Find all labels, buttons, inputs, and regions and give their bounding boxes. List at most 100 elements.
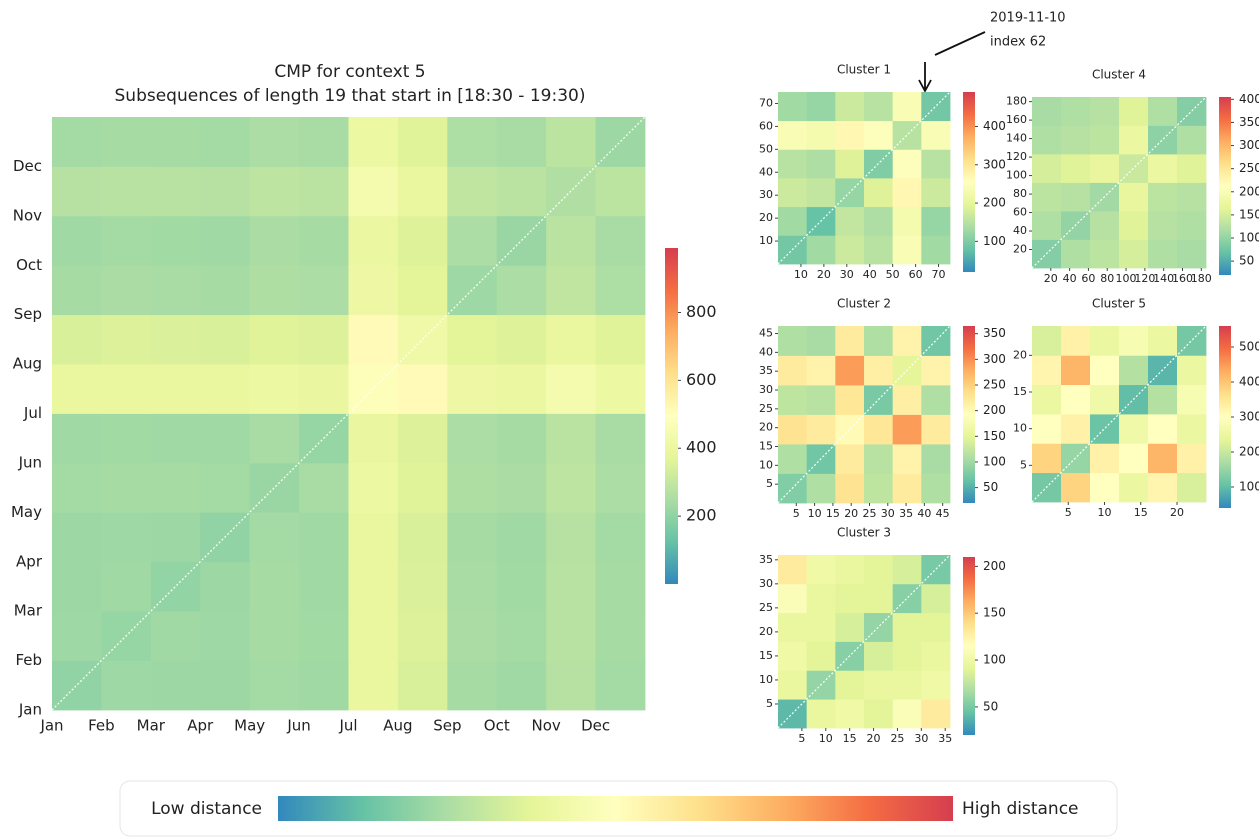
colorbar-tick-label: 150 — [1239, 207, 1259, 221]
y-tick-label: 25 — [759, 601, 773, 614]
heatmap-cell — [892, 92, 922, 122]
heatmap-cell — [1090, 211, 1120, 240]
heatmap-cell — [447, 660, 498, 711]
y-tick-label: 45 — [759, 327, 773, 340]
colorbar-tick-label: 300 — [983, 157, 1006, 171]
x-tick-label: 10 — [819, 732, 833, 745]
y-tick-label: 40 — [1013, 224, 1027, 237]
x-tick-label: Oct — [484, 717, 510, 735]
heatmap-cell — [835, 444, 865, 474]
colorbar-tick-label: 150 — [983, 429, 1006, 443]
heatmap-cell — [778, 355, 808, 386]
heatmap-cell — [150, 215, 201, 266]
heatmap-cell — [1148, 472, 1178, 503]
heatmap-cell — [806, 385, 836, 415]
colorbar — [665, 248, 678, 584]
heatmap-cell — [778, 120, 808, 150]
y-tick-label: 15 — [759, 649, 773, 662]
heatmap-cell — [864, 473, 894, 504]
colorbar-tick-label: 300 — [1239, 138, 1259, 152]
x-tick-label: 20 — [1044, 272, 1058, 285]
diagonal — [777, 325, 951, 504]
x-tick-label: Mar — [137, 717, 166, 735]
x-tick-label: 25 — [890, 732, 904, 745]
colorbar-tick-label: 800 — [686, 302, 717, 321]
annotation-arrow — [918, 31, 986, 93]
heatmap-cell — [200, 462, 251, 513]
chart-title: Cluster 2 — [837, 297, 891, 311]
y-tick-label: 35 — [759, 364, 773, 377]
y-tick-label: 120 — [1006, 150, 1027, 163]
heatmap-cell — [806, 235, 836, 265]
heatmap-cell — [150, 512, 201, 563]
heatmap-cell — [806, 355, 836, 386]
heatmap-cell — [101, 462, 152, 513]
heatmap-cell — [1148, 154, 1178, 183]
y-tick-label: 5 — [766, 697, 773, 710]
heatmap-cell — [397, 660, 448, 711]
heatmap-cell — [835, 670, 865, 700]
heatmap-cell — [52, 611, 102, 661]
heatmap-cell — [806, 699, 836, 729]
heatmap-cell — [397, 364, 448, 414]
heatmap-cell — [864, 414, 894, 445]
y-tick-label: Feb — [15, 651, 42, 669]
heatmap-cell — [835, 326, 865, 356]
heatmap-cell — [778, 206, 808, 236]
x-tick-label: 30 — [881, 507, 895, 520]
heatmap-cell — [1032, 211, 1062, 240]
heatmap-cell — [595, 265, 646, 316]
legend-high: High distance — [962, 799, 1079, 819]
heatmap-cell — [447, 166, 498, 217]
x-tick-label: 140 — [1153, 272, 1174, 285]
heatmap-cell — [835, 355, 865, 386]
legend-gradient — [278, 796, 953, 821]
colorbar-tick-label: 500 — [1239, 340, 1259, 354]
heatmap-cell — [1177, 384, 1207, 415]
heatmap-cell — [101, 215, 152, 266]
heatmap-cell — [546, 117, 596, 167]
heatmap-cell — [101, 512, 152, 563]
heatmap-cell — [1119, 326, 1149, 356]
colorbar-tick-label: 400 — [1239, 92, 1259, 106]
y-tick-label: Jul — [23, 404, 42, 422]
heatmap-cell — [864, 699, 894, 729]
chart-title: Cluster 1 — [837, 63, 891, 77]
y-tick-label: 160 — [1006, 113, 1027, 126]
heatmap-cell — [496, 561, 547, 612]
heatmap-cell — [1061, 239, 1091, 269]
x-tick-label: 160 — [1172, 272, 1193, 285]
heatmap-cell — [397, 265, 448, 316]
heatmap-cell — [806, 326, 836, 356]
y-tick-label: 140 — [1006, 132, 1027, 145]
heatmap-cell — [397, 166, 448, 217]
y-tick-label: 40 — [759, 345, 773, 358]
heatmap-cell — [150, 611, 201, 661]
heatmap-cell — [595, 364, 646, 414]
heatmap-cell — [1119, 472, 1149, 503]
heatmap-cell — [778, 612, 808, 642]
x-tick-label: 10 — [794, 268, 808, 281]
chart-subtitle: Subsequences of length 19 that start in … — [115, 86, 586, 106]
heatmap-cell — [1061, 472, 1091, 503]
heatmap-cell — [921, 612, 951, 642]
x-tick-label: 25 — [862, 507, 876, 520]
x-tick-label: 5 — [798, 732, 805, 745]
heatmap-cell — [447, 364, 498, 414]
heatmap-cell — [150, 166, 201, 217]
heatmap-cell — [299, 314, 349, 365]
heatmap-cell — [299, 166, 349, 217]
heatmap-cell — [806, 641, 836, 671]
x-tick-label: Feb — [88, 717, 115, 735]
heatmap-cell — [150, 462, 201, 513]
heatmap-cell — [921, 178, 951, 208]
colorbar-tick-label: 50 — [983, 480, 998, 494]
y-tick-label: Mar — [14, 602, 43, 620]
heatmap-cell — [835, 120, 865, 150]
y-tick-label: 20 — [759, 211, 773, 224]
heatmap-cell — [397, 611, 448, 661]
y-tick-label: 30 — [759, 188, 773, 201]
y-tick-label: 20 — [1013, 243, 1027, 256]
heatmap-cell — [249, 166, 300, 217]
x-tick-label: 60 — [1081, 272, 1095, 285]
